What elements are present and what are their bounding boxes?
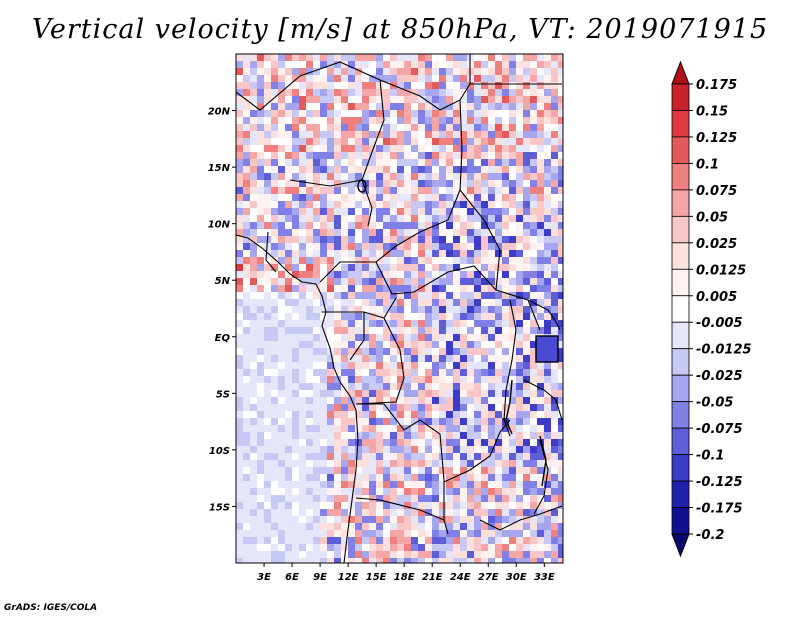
border-car-drc <box>319 261 541 331</box>
lakes <box>357 179 559 487</box>
colorbar-label: -0.175 <box>696 502 743 517</box>
y-tick-label: 10S <box>209 446 230 457</box>
colorbar-segment <box>671 110 690 138</box>
y-tick-label: 15N <box>208 163 231 174</box>
colorbar-label: -0.025 <box>696 369 743 384</box>
y-tick-label: 10N <box>208 220 231 231</box>
map-title: Vertical velocity [m/s] at 850hPa, VT: 2… <box>31 14 769 45</box>
x-tick-label: 27E <box>478 572 499 583</box>
y-tick-label: 20N <box>208 107 231 118</box>
colorbar-segment <box>671 507 690 535</box>
colorbar-label: 0.1 <box>696 157 719 172</box>
colorbar-segment <box>671 374 690 403</box>
map-panel <box>235 53 564 564</box>
border-cameroon-gabon <box>322 297 397 319</box>
colorbar-label: 0.175 <box>696 78 737 93</box>
border-zambia-drc <box>443 419 511 483</box>
country-borders <box>236 54 563 563</box>
x-axis: 3E 6E 9E 12E 15E 18E 21E 24E 27E 30E 33E <box>257 563 555 583</box>
border-north <box>236 54 471 111</box>
colorbar-segment <box>671 480 690 508</box>
colorbar-label: 0.075 <box>696 184 737 199</box>
colorbar-segment <box>671 136 690 164</box>
y-axis: 20N 15N 10N 5N EQ 5S 10S 15S <box>208 107 236 513</box>
colorbar-label: -0.075 <box>696 422 743 437</box>
colorbar-label: -0.2 <box>696 528 724 543</box>
colorbar-label: 0.05 <box>696 210 728 225</box>
y-tick-label: 5S <box>216 389 230 400</box>
lake-victoria <box>535 335 559 363</box>
border-niger-chad <box>361 79 385 227</box>
colorbar-segment <box>671 348 690 376</box>
colorbar-label: 0.125 <box>696 131 737 146</box>
x-tick-label: 18E <box>394 572 415 583</box>
colorbar-label: -0.1 <box>696 449 724 464</box>
colorbar-segment <box>671 295 690 323</box>
map-frame <box>235 53 564 564</box>
y-tick-label: 5N <box>215 276 231 287</box>
y-tick-label: 15S <box>209 502 230 513</box>
colorbar-segment <box>671 242 690 270</box>
x-tick-label: 3E <box>257 572 271 583</box>
colorbar-segment <box>671 427 690 455</box>
velocity-field <box>236 54 563 563</box>
colorbar-label: 0.15 <box>696 104 728 119</box>
x-tick-label: 15E <box>366 572 387 583</box>
colorbar-top-arrow <box>671 60 690 85</box>
colorbar-segment <box>671 215 690 244</box>
colorbar-segment <box>671 189 690 217</box>
border-angola-namibia <box>355 497 449 535</box>
border-benin <box>265 231 277 273</box>
colorbar-label: -0.125 <box>696 475 743 490</box>
border-congo-drc <box>355 317 405 405</box>
x-tick-label: 6E <box>285 572 299 583</box>
x-tick-label: 9E <box>313 572 327 583</box>
border-sudan-ssudan <box>459 189 501 291</box>
colorbar-label: -0.005 <box>696 316 743 331</box>
x-tick-label: 12E <box>338 572 359 583</box>
x-tick-label: 21E <box>422 572 443 583</box>
border-gabon-congo <box>349 312 365 361</box>
colorbar-label: -0.05 <box>696 396 733 411</box>
coastline <box>236 234 359 563</box>
colorbar-segment <box>671 83 690 111</box>
colorbar-label: -0.0125 <box>696 343 752 358</box>
grads-credit: GrADS: IGES/COLA <box>4 603 98 613</box>
colorbar-segment <box>671 268 690 297</box>
colorbar-label: 0.025 <box>696 237 737 252</box>
colorbar: 0.175 0.15 0.125 0.1 0.075 0.05 0.025 0.0125 0.0… <box>671 60 752 558</box>
border-zimbabwe <box>479 505 563 531</box>
border-niger-nigeria <box>289 179 363 187</box>
colorbar-label: 0.0125 <box>696 263 746 278</box>
colorbar-segment <box>671 321 690 350</box>
colorbar-segment <box>671 454 690 482</box>
lake-tanganyika <box>505 379 513 435</box>
lake-malawi <box>539 435 547 487</box>
border-uganda <box>527 299 561 331</box>
colorbar-segment <box>671 401 690 429</box>
border-chad-sudan <box>375 99 463 263</box>
x-tick-label: 33E <box>534 572 555 583</box>
colorbar-label: 0.005 <box>696 290 737 305</box>
colorbar-segment <box>671 163 690 191</box>
border-lakes-west <box>503 299 517 437</box>
colorbar-bottom-arrow <box>671 533 690 558</box>
x-tick-label: 30E <box>506 572 527 583</box>
border-malawi <box>533 439 549 515</box>
lake-chad <box>357 179 367 193</box>
border-angola-drc <box>356 403 445 481</box>
y-tick-label: EQ <box>215 333 231 344</box>
border-tanzania <box>523 379 563 421</box>
x-tick-label: 24E <box>450 572 471 583</box>
